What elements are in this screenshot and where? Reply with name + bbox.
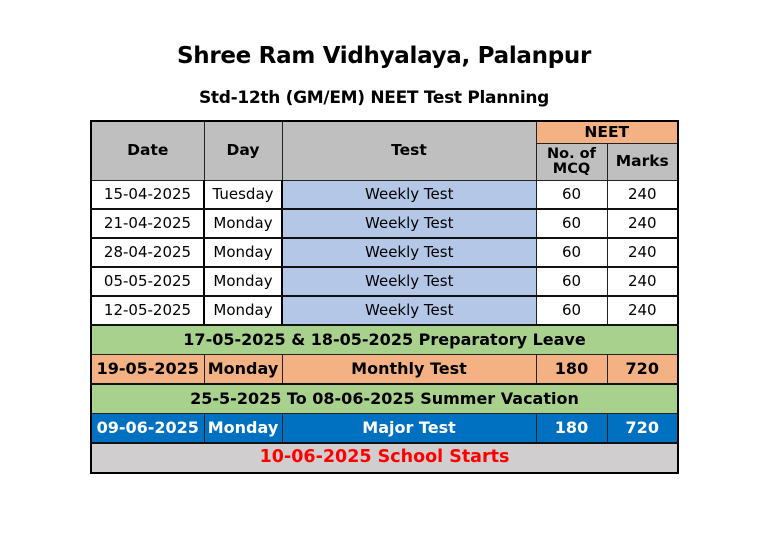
cell-marks: 240: [606, 295, 679, 326]
cell-mcq: 60: [535, 180, 608, 210]
cell-day: Monday: [203, 237, 283, 268]
cell-test: Weekly Test: [281, 237, 537, 268]
header-mcq: No. of MCQ: [535, 143, 608, 181]
cell-date: 28-04-2025: [90, 237, 205, 268]
test-schedule-table: Date Day Test NEET No. of MCQ Marks 15-0…: [90, 120, 680, 474]
cell-marks: 240: [606, 180, 679, 210]
header-day: Day: [203, 120, 283, 181]
cell-test: Major Test: [281, 413, 537, 444]
cell-mcq: 60: [535, 237, 608, 268]
table-row: 15-04-2025 Tuesday Weekly Test 60 240: [90, 180, 679, 210]
cell-test: Weekly Test: [281, 266, 537, 297]
cell-date: 19-05-2025: [90, 354, 205, 385]
cell-date: 12-05-2025: [90, 295, 205, 326]
header-date: Date: [90, 120, 205, 181]
plan-subtitle: Std-12th (GM/EM) NEET Test Planning: [198, 88, 550, 108]
leave-row: 17-05-2025 & 18-05-2025 Preparatory Leav…: [90, 324, 679, 355]
school-title: Shree Ram Vidhyalaya, Palanpur: [177, 43, 591, 69]
school-start-row: 10-06-2025 School Starts: [90, 442, 679, 474]
header-neet-group: NEET: [535, 120, 679, 144]
header-test: Test: [281, 120, 537, 181]
cell-mcq: 60: [535, 266, 608, 297]
cell-marks: 720: [606, 413, 679, 444]
cell-mcq: 60: [535, 208, 608, 239]
cell-test: Monthly Test: [281, 354, 537, 385]
monthly-test-row: 19-05-2025 Monday Monthly Test 180 720: [90, 354, 679, 385]
cell-marks: 720: [606, 354, 679, 385]
cell-marks: 240: [606, 237, 679, 268]
cell-day: Monday: [203, 208, 283, 239]
school-start-note: 10-06-2025 School Starts: [90, 442, 679, 474]
cell-test: Weekly Test: [281, 180, 537, 210]
header-marks: Marks: [606, 143, 679, 181]
cell-day: Monday: [203, 295, 283, 326]
vacation-row: 25-5-2025 To 08-06-2025 Summer Vacation: [90, 383, 679, 414]
table-row: 05-05-2025 Monday Weekly Test 60 240: [90, 266, 679, 297]
cell-mcq: 180: [535, 413, 608, 444]
cell-test: Weekly Test: [281, 295, 537, 326]
cell-day: Monday: [203, 266, 283, 297]
cell-marks: 240: [606, 266, 679, 297]
leave-note: 17-05-2025 & 18-05-2025 Preparatory Leav…: [90, 324, 679, 355]
cell-date: 09-06-2025: [90, 413, 205, 444]
cell-date: 05-05-2025: [90, 266, 205, 297]
table-row: 12-05-2025 Monday Weekly Test 60 240: [90, 295, 679, 326]
table-row: 21-04-2025 Monday Weekly Test 60 240: [90, 208, 679, 239]
table-row: 28-04-2025 Monday Weekly Test 60 240: [90, 237, 679, 268]
major-test-row: 09-06-2025 Monday Major Test 180 720: [90, 413, 679, 444]
cell-test: Weekly Test: [281, 208, 537, 239]
cell-mcq: 60: [535, 295, 608, 326]
cell-date: 15-04-2025: [90, 180, 205, 210]
vacation-note: 25-5-2025 To 08-06-2025 Summer Vacation: [90, 383, 679, 414]
cell-day: Monday: [203, 413, 283, 444]
cell-marks: 240: [606, 208, 679, 239]
cell-day: Tuesday: [203, 180, 283, 210]
cell-date: 21-04-2025: [90, 208, 205, 239]
cell-mcq: 180: [535, 354, 608, 385]
cell-day: Monday: [203, 354, 283, 385]
